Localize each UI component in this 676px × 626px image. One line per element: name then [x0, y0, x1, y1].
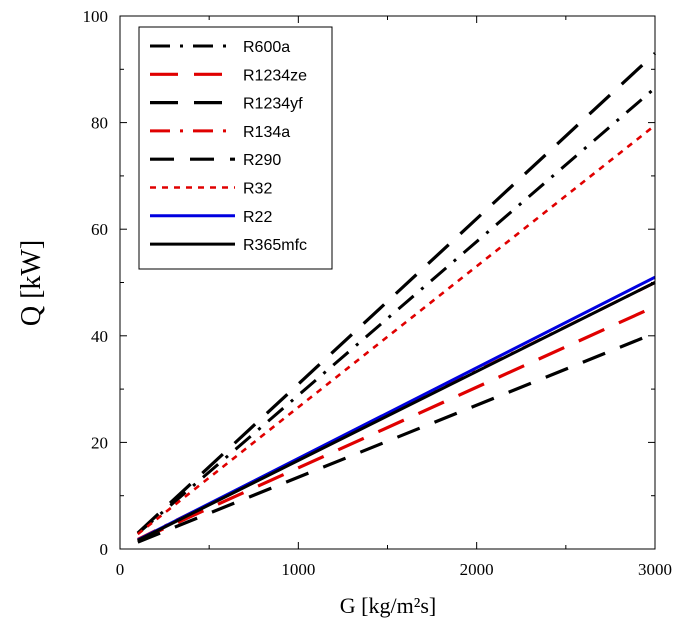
series-line-r1234ze: [137, 305, 656, 542]
x-axis-title: G [kg/m²s]: [340, 593, 436, 618]
series-line-r290: [137, 331, 656, 544]
x-tick-label: 0: [116, 560, 125, 579]
x-tick-label: 1000: [281, 560, 315, 579]
series-lines: [136, 52, 657, 544]
y-tick-label: 20: [91, 433, 108, 452]
legend: R600a R1234ze R1234yf R134a R290 R32 R22 R365mf…: [138, 26, 333, 270]
y-tick-label: 60: [91, 220, 108, 239]
series-line-r1234yf: [136, 52, 657, 535]
legend-label-r290: R290: [243, 152, 281, 169]
y-tick-label: 80: [91, 114, 108, 133]
legend-label-r600a: R600a: [243, 39, 290, 56]
x-tick-label: 3000: [638, 560, 672, 579]
y-tick-label: 100: [83, 7, 109, 26]
legend-label-r22: R22: [243, 209, 272, 226]
y-tick-label: 40: [91, 327, 108, 346]
legend-label-r365mfc: R365mfc: [243, 237, 307, 254]
legend-label-r1234yf: R1234yf: [243, 96, 303, 113]
legend-label-r32: R32: [243, 181, 272, 198]
legend-label-r1234ze: R1234ze: [243, 67, 307, 84]
series-line-r32: [136, 124, 656, 536]
plot-frame: [119, 15, 656, 550]
x-tick-label: 2000: [460, 560, 494, 579]
legend-label-r134a: R134a: [243, 124, 290, 141]
y-axis-title: Q [kW]: [16, 240, 47, 326]
series-line-r365mfc: [137, 281, 656, 542]
series-line-r600a: [136, 86, 656, 535]
y-tick-label: 0: [100, 540, 109, 559]
legend-box: [138, 26, 333, 270]
tick-labels: 0 1000 2000 3000 0 20 40 60 80 100: [83, 7, 673, 579]
